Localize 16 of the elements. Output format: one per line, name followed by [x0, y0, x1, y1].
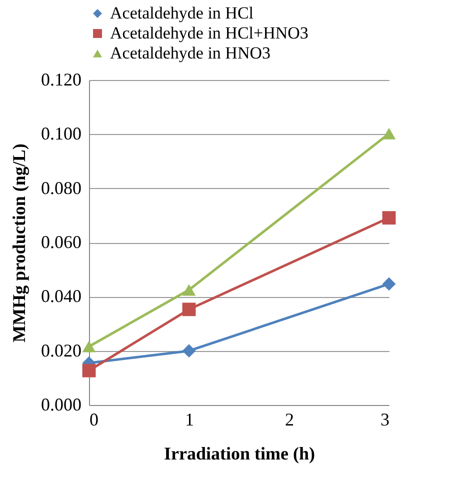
y-tick-label: 0.120 — [41, 70, 82, 90]
legend-label: Acetaldehyde in HCl — [110, 4, 254, 22]
y-tick-label: 0.080 — [41, 178, 82, 198]
y-tick-label: 0.040 — [41, 286, 82, 306]
x-tick-label: 0 — [90, 410, 98, 430]
y-tick-label: 0.000 — [41, 394, 82, 414]
legend-label: Acetaldehyde in HCl+HNO3 — [110, 24, 308, 42]
x-tick-label: 3 — [380, 410, 390, 430]
y-tick-label: 0.060 — [41, 232, 82, 252]
y-tick-label: 0.100 — [41, 124, 82, 144]
x-tick-label: 1 — [185, 410, 194, 430]
x-axis-title: Irradiation time (h) — [164, 444, 315, 464]
legend-label: Acetaldehyde in HNO3 — [110, 44, 271, 62]
y-axis-title: MMHg production (ng/L) — [9, 144, 29, 342]
x-tick-label: 2 — [285, 410, 294, 430]
y-tick-label: 0.020 — [41, 340, 82, 360]
